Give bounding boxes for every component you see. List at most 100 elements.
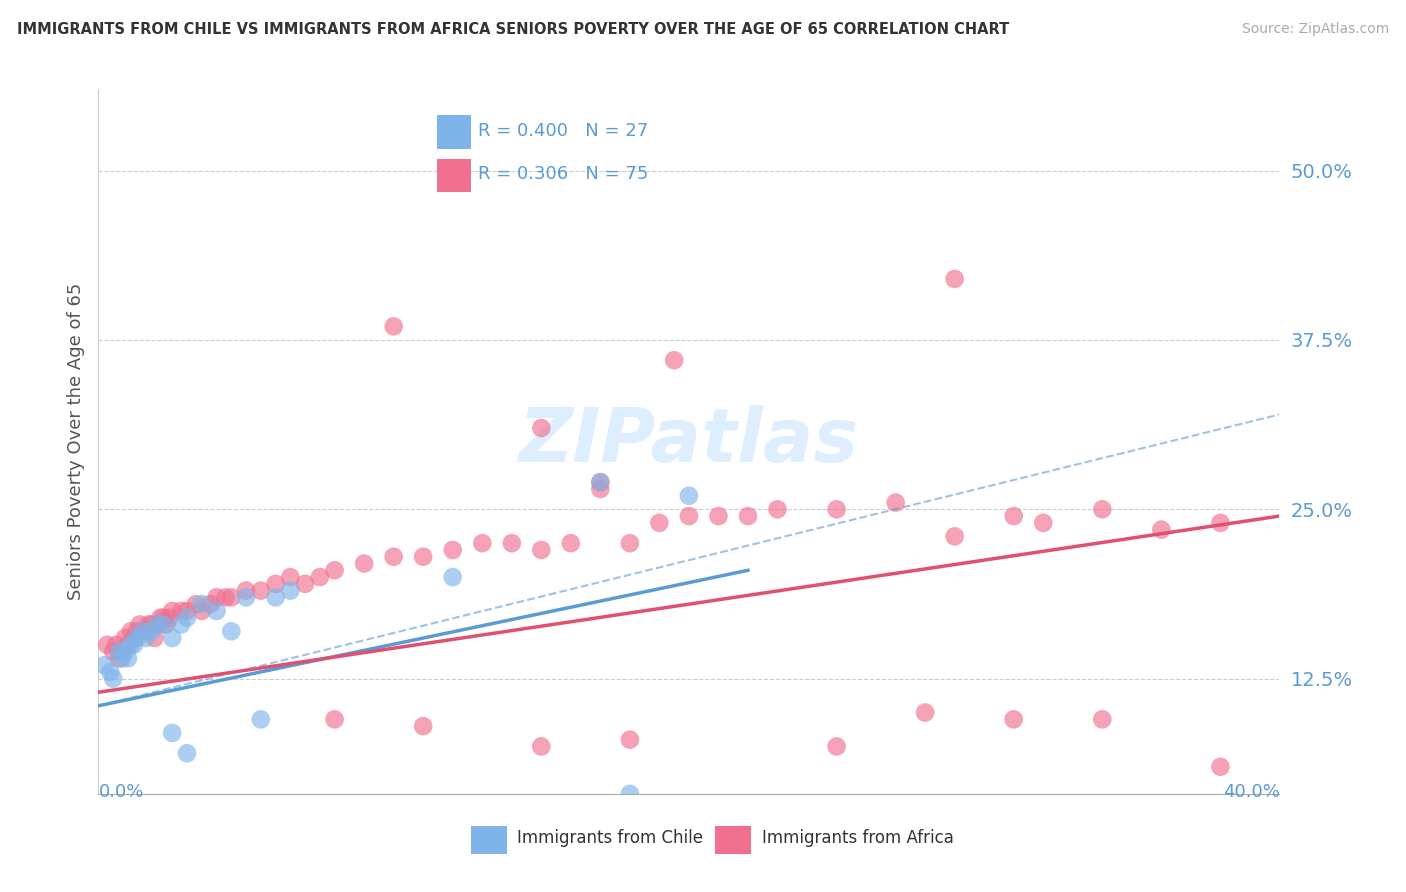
Point: [530, 739, 553, 754]
Point: [1209, 516, 1232, 530]
Point: [648, 516, 671, 530]
Point: [170, 604, 193, 618]
Point: [135, 624, 157, 639]
Text: 0.0%: 0.0%: [98, 783, 143, 801]
Point: [619, 732, 641, 747]
Point: [184, 597, 207, 611]
Point: [250, 583, 273, 598]
Point: [205, 604, 228, 618]
Point: [766, 502, 789, 516]
Point: [530, 421, 553, 435]
Point: [589, 475, 612, 490]
Point: [235, 583, 257, 598]
Point: [138, 617, 160, 632]
Point: [1150, 523, 1173, 537]
Point: [176, 604, 198, 618]
Point: [1091, 502, 1114, 516]
Point: [235, 591, 257, 605]
Point: [191, 604, 214, 618]
Point: [221, 624, 243, 639]
Point: [530, 543, 553, 558]
Point: [471, 536, 494, 550]
Point: [132, 624, 155, 639]
Point: [122, 631, 145, 645]
Point: [135, 631, 157, 645]
Point: [155, 617, 177, 632]
Point: [128, 617, 150, 632]
Point: [176, 746, 198, 760]
Point: [157, 610, 180, 624]
Point: [98, 665, 121, 679]
Point: [152, 610, 174, 624]
Point: [294, 577, 316, 591]
Point: [114, 644, 136, 658]
Point: [120, 624, 142, 639]
Text: Source: ZipAtlas.com: Source: ZipAtlas.com: [1241, 22, 1389, 37]
Point: [162, 631, 183, 645]
Point: [125, 631, 148, 645]
Point: [560, 536, 582, 550]
Point: [114, 631, 136, 645]
Point: [589, 475, 612, 490]
Point: [221, 591, 243, 605]
Point: [103, 644, 125, 658]
Point: [884, 495, 907, 509]
Point: [678, 509, 700, 524]
Point: [264, 591, 287, 605]
Point: [412, 719, 434, 733]
Point: [105, 638, 128, 652]
Point: [589, 482, 612, 496]
Point: [111, 651, 134, 665]
Point: [441, 570, 464, 584]
Point: [108, 651, 131, 665]
Point: [108, 644, 131, 658]
Point: [122, 638, 145, 652]
Point: [146, 617, 169, 632]
Point: [441, 543, 464, 558]
Point: [111, 644, 134, 658]
Point: [353, 557, 375, 571]
Point: [205, 591, 228, 605]
Point: [1209, 760, 1232, 774]
Point: [1002, 712, 1025, 726]
Point: [309, 570, 332, 584]
Point: [264, 577, 287, 591]
Point: [103, 672, 125, 686]
Point: [825, 502, 848, 516]
Text: ZIPatlas: ZIPatlas: [519, 405, 859, 478]
Y-axis label: Seniors Poverty Over the Age of 65: Seniors Poverty Over the Age of 65: [66, 283, 84, 600]
Point: [280, 570, 302, 584]
Point: [825, 739, 848, 754]
Point: [132, 624, 155, 639]
Point: [96, 638, 118, 652]
Point: [191, 597, 214, 611]
Point: [619, 787, 641, 801]
Point: [382, 319, 405, 334]
Point: [117, 651, 139, 665]
Point: [914, 706, 936, 720]
Point: [323, 563, 346, 577]
Point: [176, 610, 198, 624]
Text: 40.0%: 40.0%: [1223, 783, 1279, 801]
Point: [162, 726, 183, 740]
Point: [149, 610, 172, 624]
Point: [143, 631, 166, 645]
Point: [214, 591, 236, 605]
Point: [619, 536, 641, 550]
Point: [323, 712, 346, 726]
Point: [664, 353, 686, 368]
Point: [117, 638, 139, 652]
Point: [152, 617, 174, 632]
Point: [120, 638, 142, 652]
Point: [200, 597, 222, 611]
Point: [162, 604, 183, 618]
Text: IMMIGRANTS FROM CHILE VS IMMIGRANTS FROM AFRICA SENIORS POVERTY OVER THE AGE OF : IMMIGRANTS FROM CHILE VS IMMIGRANTS FROM…: [17, 22, 1010, 37]
Point: [141, 624, 163, 639]
Point: [250, 712, 273, 726]
Point: [280, 583, 302, 598]
Point: [170, 617, 193, 632]
Point: [707, 509, 730, 524]
Point: [93, 658, 115, 673]
Point: [141, 617, 163, 632]
Point: [1032, 516, 1054, 530]
